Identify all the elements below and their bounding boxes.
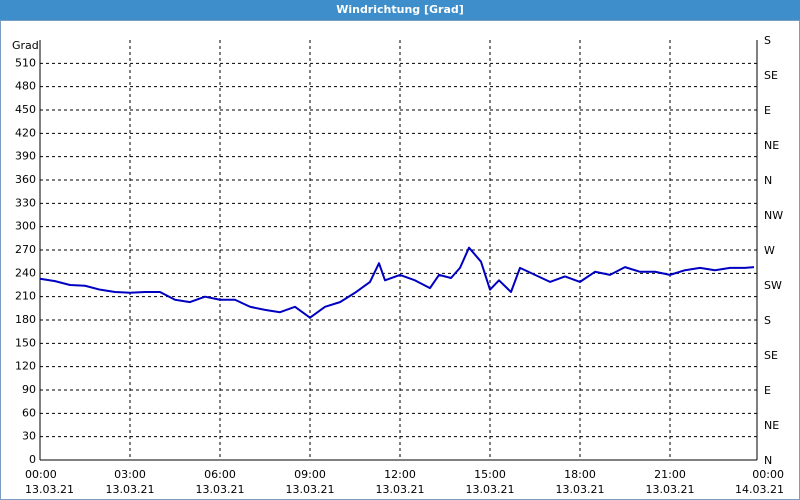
x-tick-date: 13.03.21 xyxy=(286,483,335,496)
y-tick-label: 60 xyxy=(22,406,36,419)
y2-tick-label: SW xyxy=(764,279,782,292)
x-tick-date: 13.03.21 xyxy=(106,483,155,496)
x-tick-label: 00:00 xyxy=(25,468,57,481)
data-line xyxy=(39,246,755,319)
x-tick-label: 03:00 xyxy=(114,468,146,481)
y2-tick-label: S xyxy=(764,314,771,327)
x-tick-date: 14.03.21 xyxy=(735,483,784,496)
y-tick-label: 360 xyxy=(15,173,36,186)
title-bar xyxy=(0,0,800,20)
x-tick-date: 13.03.21 xyxy=(646,483,695,496)
x-tick-label: 12:00 xyxy=(384,468,416,481)
window-border xyxy=(0,20,800,500)
x-tick-date: 13.03.21 xyxy=(466,483,515,496)
x-tick-date: 13.03.21 xyxy=(196,483,245,496)
y-tick-label: 390 xyxy=(15,150,36,163)
x-tick-label: 18:00 xyxy=(564,468,596,481)
y-tick-label: 270 xyxy=(15,243,36,256)
y2-tick-label: N xyxy=(764,174,772,187)
y-tick-label: 240 xyxy=(15,266,36,279)
y2-tick-label: E xyxy=(764,384,771,397)
x-tick-label: 00:00 xyxy=(752,468,784,481)
y-tick-label: 480 xyxy=(15,80,36,93)
y-tick-label: 510 xyxy=(15,56,36,69)
x-tick-label: 09:00 xyxy=(294,468,326,481)
y2-tick-label: E xyxy=(764,104,771,117)
x-tick-label: 06:00 xyxy=(204,468,236,481)
y-tick-label: 210 xyxy=(15,290,36,303)
y2-tick-label: NW xyxy=(764,209,783,222)
x-tick-label: 21:00 xyxy=(654,468,686,481)
y-tick-label: 30 xyxy=(22,430,36,443)
y-tick-label: 300 xyxy=(15,220,36,233)
y-axis-label: Grad xyxy=(12,39,39,52)
y-tick-label: 0 xyxy=(29,453,36,466)
y2-tick-label: NE xyxy=(764,419,779,432)
y2-tick-label: S xyxy=(764,34,771,47)
x-tick-label: 15:00 xyxy=(474,468,506,481)
y2-tick-label: N xyxy=(764,454,772,467)
y2-tick-label: SE xyxy=(764,349,778,362)
y-tick-label: 180 xyxy=(15,313,36,326)
chart-title: Windrichtung [Grad] xyxy=(336,3,464,16)
y2-tick-label: NE xyxy=(764,139,779,152)
y-tick-label: 90 xyxy=(22,383,36,396)
y-tick-label: 120 xyxy=(15,360,36,373)
y2-tick-label: W xyxy=(764,244,775,257)
y-tick-label: 450 xyxy=(15,103,36,116)
y-tick-label: 150 xyxy=(15,336,36,349)
y-tick-label: 420 xyxy=(15,126,36,139)
x-tick-date: 13.03.21 xyxy=(556,483,605,496)
y2-tick-label: SE xyxy=(764,69,778,82)
x-tick-date: 13.03.21 xyxy=(376,483,425,496)
y-tick-label: 330 xyxy=(15,196,36,209)
x-tick-date: 13.03.21 xyxy=(25,483,74,496)
